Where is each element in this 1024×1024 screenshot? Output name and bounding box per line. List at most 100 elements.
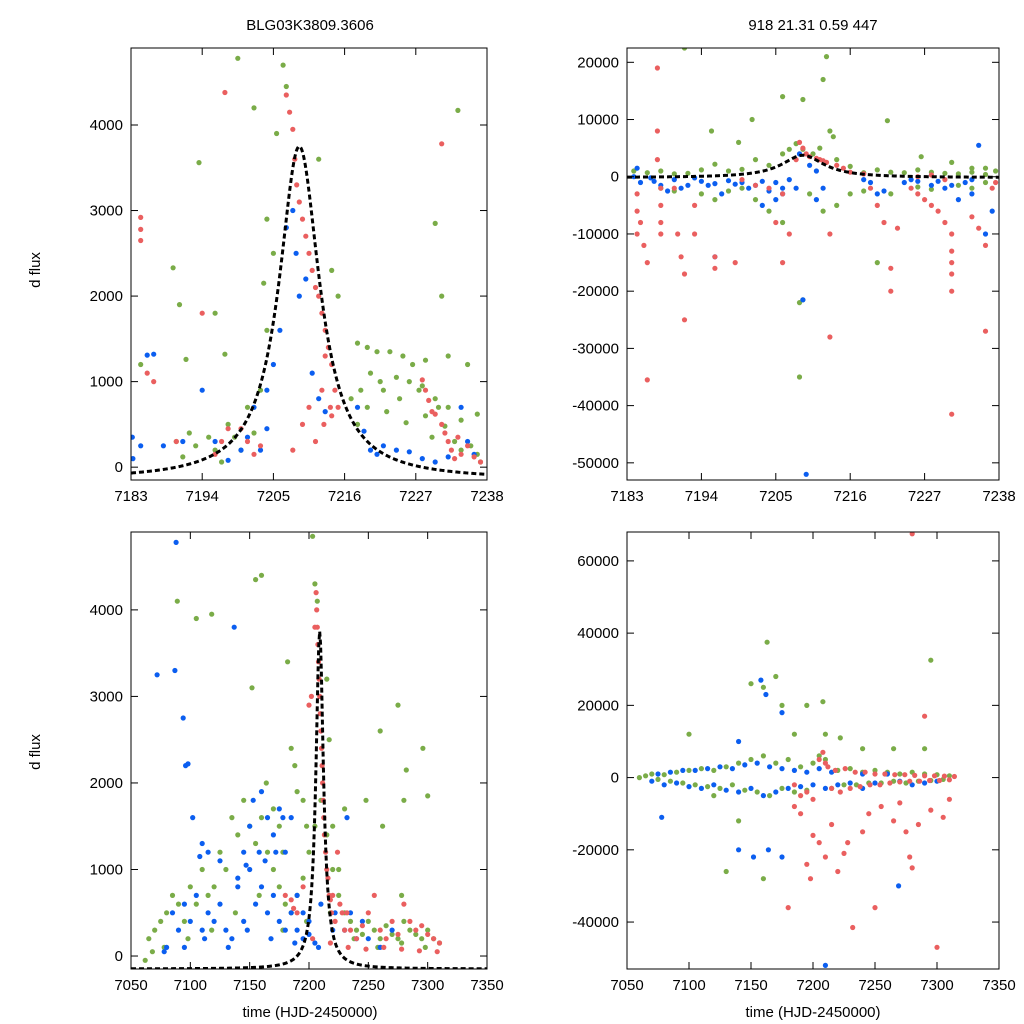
point-green	[270, 250, 276, 256]
point-green	[452, 438, 458, 445]
point-blue	[270, 832, 276, 838]
point-red	[426, 397, 432, 403]
point-green	[474, 411, 480, 417]
point-red	[321, 421, 327, 427]
point-green	[276, 823, 282, 829]
point-green	[358, 387, 364, 393]
point-red	[308, 693, 314, 700]
point-green	[209, 611, 215, 617]
model-curve	[131, 144, 487, 476]
point-green	[354, 421, 361, 427]
point-blue	[235, 875, 241, 881]
point-red	[739, 177, 745, 183]
point-green	[263, 780, 269, 786]
point-blue	[800, 297, 806, 303]
point-green	[918, 154, 924, 160]
y-tick-label: 10000	[577, 112, 619, 129]
point-blue	[729, 766, 736, 772]
point-red	[477, 459, 484, 465]
point-green	[306, 849, 312, 855]
point-green	[422, 944, 428, 951]
point-green	[982, 165, 989, 171]
point-blue	[241, 918, 247, 925]
point-green	[708, 128, 715, 134]
plot-frame	[130, 47, 488, 481]
point-blue	[181, 944, 187, 951]
point-blue	[813, 197, 820, 203]
point-green	[754, 789, 760, 795]
point-green	[644, 170, 650, 176]
point-green	[387, 349, 393, 355]
point-green	[661, 772, 667, 778]
point-green	[766, 162, 772, 168]
point-green	[199, 866, 205, 873]
point-green	[353, 927, 360, 933]
point-red	[314, 607, 320, 613]
x-tick-label: 7250	[858, 977, 891, 994]
point-green	[717, 785, 723, 792]
point-red	[810, 832, 816, 839]
point-blue	[294, 892, 300, 899]
point-green	[897, 771, 903, 777]
point-red	[173, 438, 179, 445]
point-green	[292, 763, 298, 769]
point-green	[326, 737, 332, 743]
point-red	[800, 145, 806, 151]
point-red	[432, 411, 438, 417]
point-green	[712, 161, 718, 167]
point-red	[773, 219, 779, 226]
point-blue	[238, 447, 244, 453]
point-green	[403, 767, 409, 773]
y-tick-label: 2000	[90, 775, 123, 792]
point-red	[634, 231, 640, 237]
point-red	[915, 821, 922, 828]
y-tick-label: 0	[611, 770, 619, 787]
point-green	[420, 745, 426, 751]
point-green	[359, 931, 365, 938]
point-red	[353, 936, 360, 942]
point-green	[261, 280, 267, 286]
point-green	[841, 782, 847, 788]
x-tick-label: 7250	[352, 977, 385, 994]
point-green	[432, 220, 438, 226]
point-red	[785, 905, 791, 911]
point-green	[928, 186, 935, 192]
point-blue	[765, 847, 772, 853]
point-red	[144, 370, 150, 376]
point-blue	[199, 840, 205, 847]
point-blue	[131, 456, 136, 462]
point-blue	[674, 780, 680, 786]
point-green	[206, 434, 212, 440]
point-blue	[257, 447, 264, 453]
point-red	[791, 803, 798, 810]
point-red	[888, 288, 894, 294]
point-red	[644, 377, 650, 383]
point-blue	[243, 862, 249, 868]
point-green	[752, 157, 759, 163]
point-green	[872, 767, 878, 774]
point-red	[786, 231, 792, 237]
point-red	[335, 404, 341, 410]
point-green	[395, 936, 401, 942]
point-blue	[180, 715, 186, 721]
point-blue	[665, 188, 671, 194]
point-red	[303, 233, 309, 239]
point-red	[327, 940, 333, 946]
point-blue	[365, 936, 371, 942]
point-blue	[661, 782, 667, 788]
point-red	[634, 208, 640, 214]
point-blue	[282, 927, 288, 933]
point-blue	[181, 901, 187, 907]
point-red	[827, 231, 833, 237]
point-blue	[881, 188, 887, 194]
point-red	[842, 766, 848, 772]
point-blue	[244, 927, 250, 933]
point-green	[816, 753, 822, 759]
point-red	[309, 267, 315, 273]
point-green	[874, 260, 880, 266]
point-red	[344, 910, 350, 916]
point-red	[882, 771, 888, 777]
point-red	[892, 772, 898, 778]
point-red	[931, 773, 938, 779]
plot-bottom-left: 0 1000 2000 3000 4000 7050 7100 7150 7200 7250 730…	[90, 531, 504, 994]
